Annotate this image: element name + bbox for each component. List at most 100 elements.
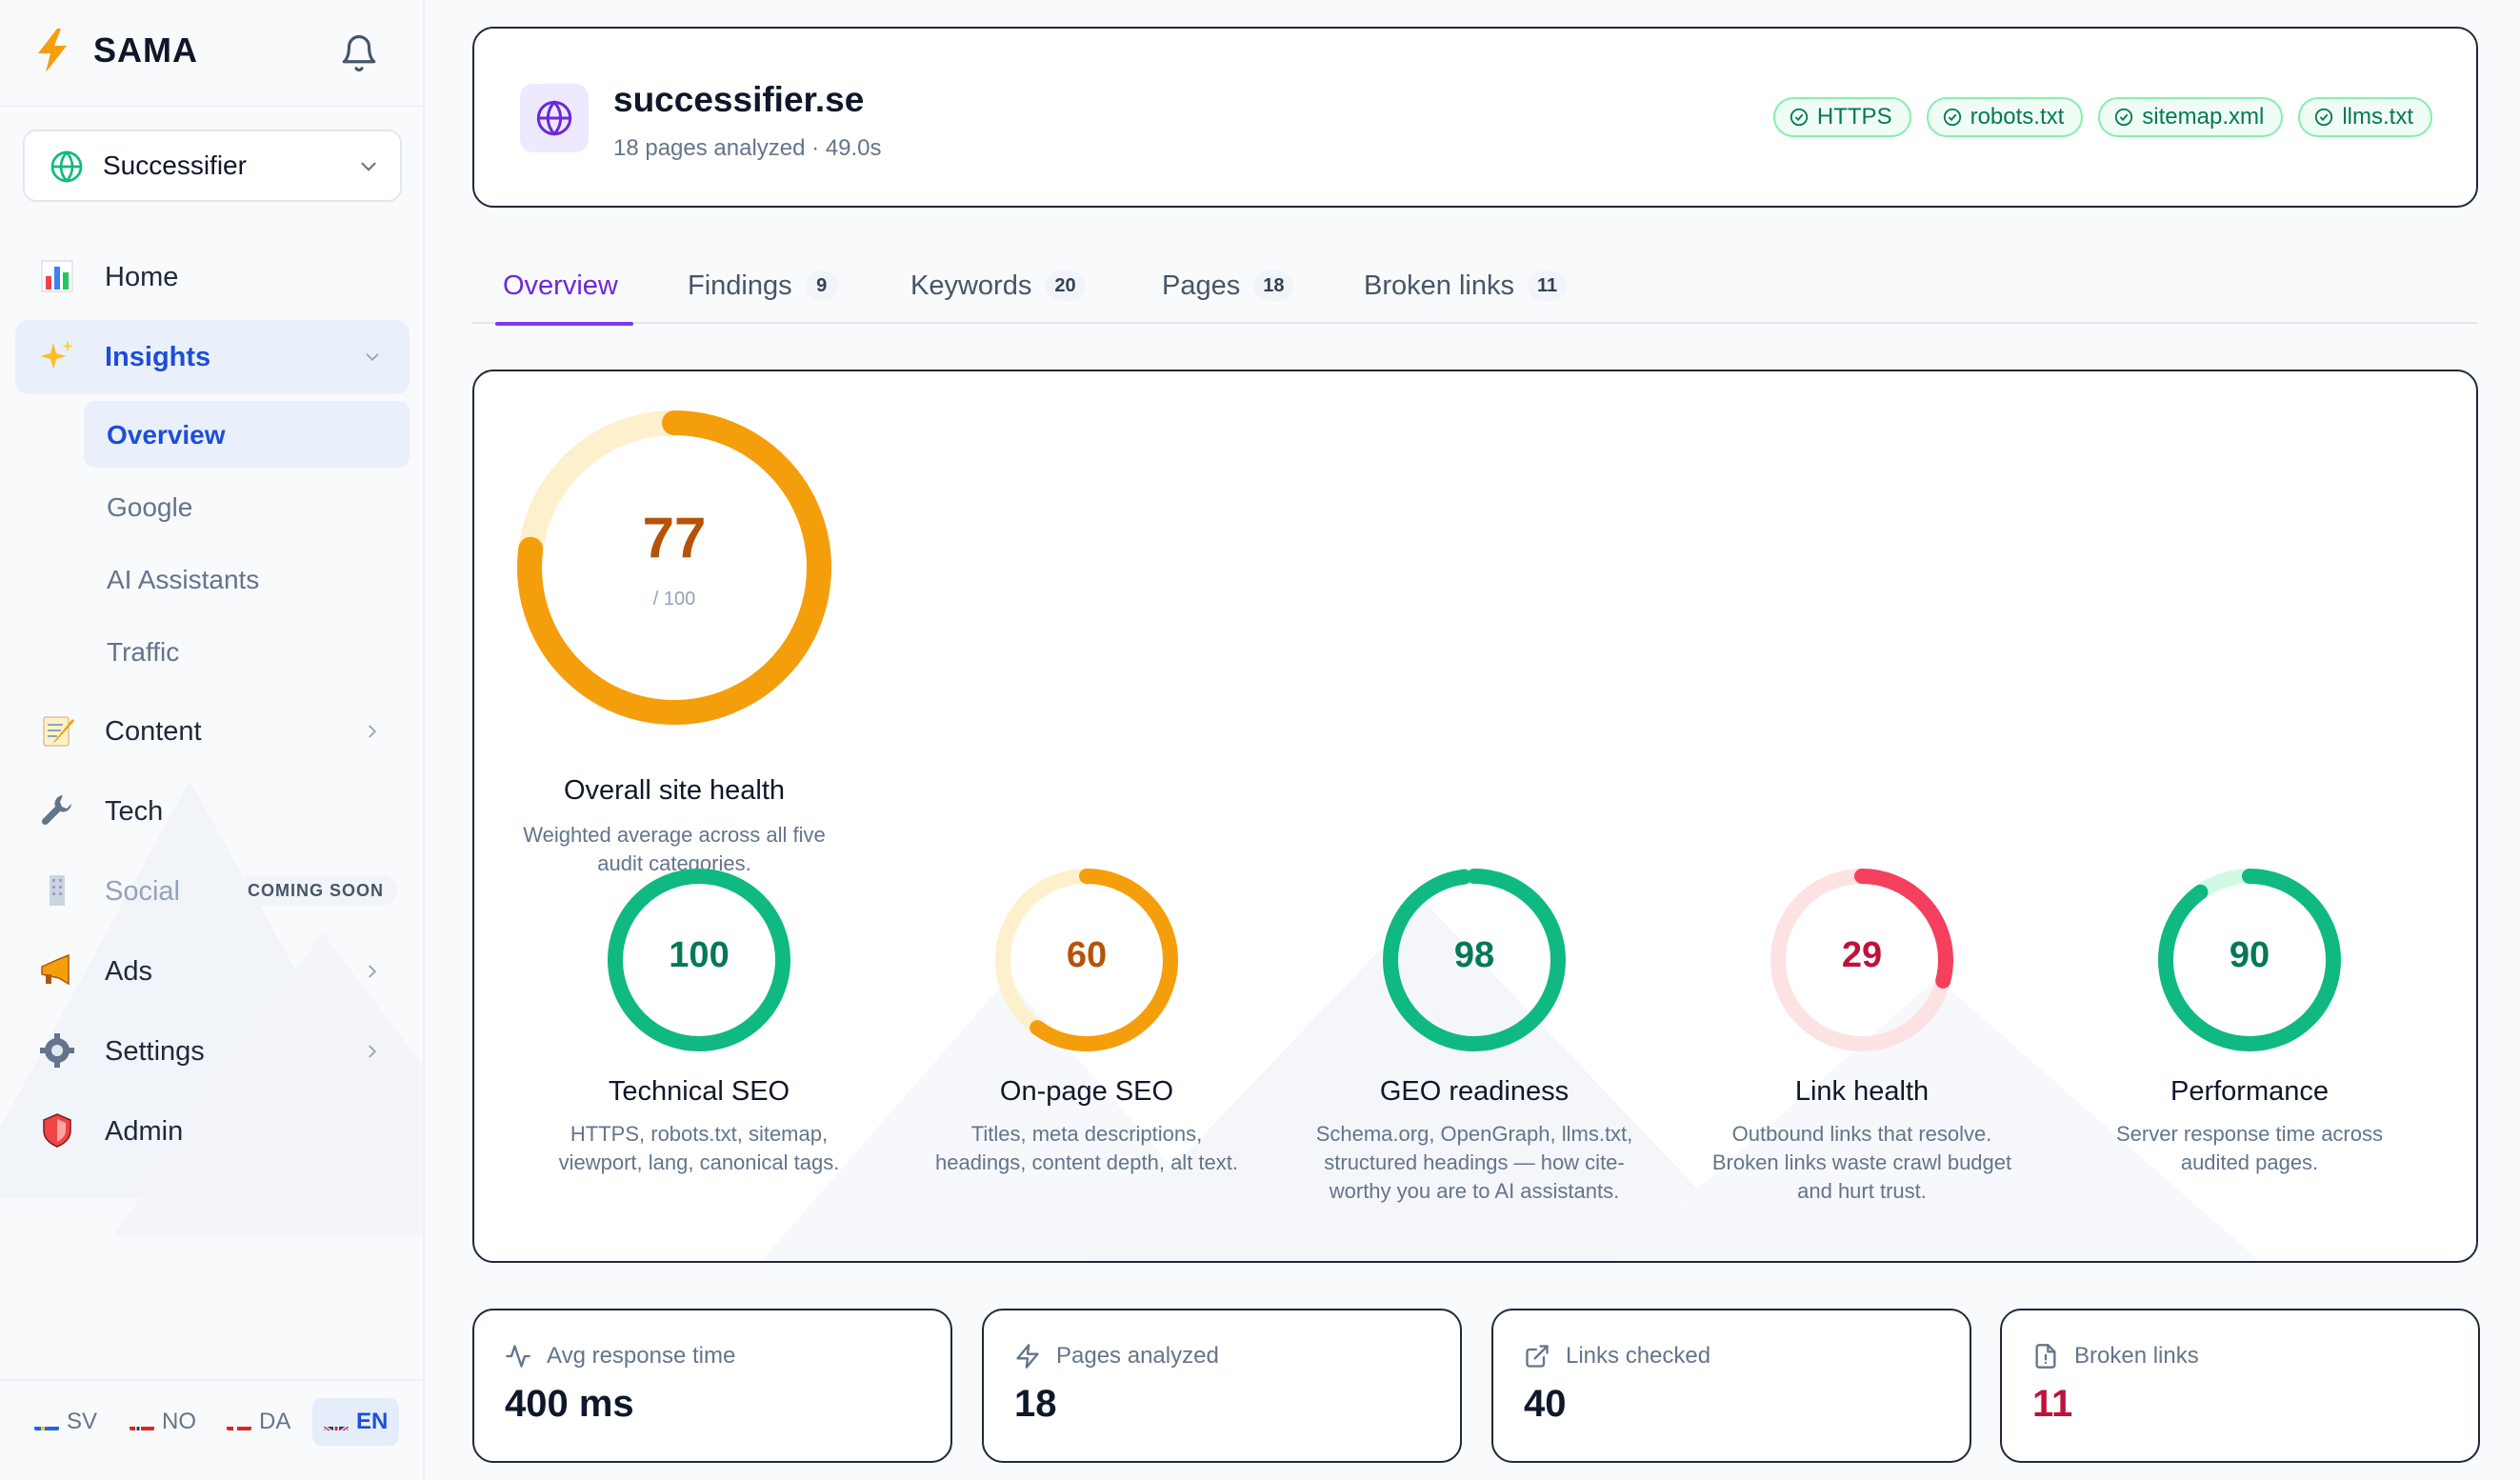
tab-overview[interactable]: Overview (495, 270, 633, 326)
tab-findings[interactable]: Findings 9 (688, 270, 838, 324)
badge-label: sitemap.xml (2142, 104, 2265, 130)
sidebar-item-label: Social (105, 876, 180, 907)
uk-flag-icon (324, 1413, 349, 1430)
sidebar-item-label: Settings (105, 1036, 205, 1067)
category-gauge: 60 On-page SEO Titles, meta descriptions, h… (906, 865, 1268, 1236)
sidebar-item-content[interactable]: Content (15, 694, 410, 769)
category-title: Link health (1794, 1076, 1930, 1107)
sidebar-item-settings[interactable]: Settings (15, 1014, 410, 1089)
workspace-selector[interactable]: Successifier (23, 130, 402, 202)
category-ring-progress (995, 869, 1178, 1051)
category-score-ring (608, 869, 790, 1051)
category-description-line: structured headings — how cite- (1324, 1150, 1625, 1174)
sidebar-item-insights[interactable]: Insights (15, 320, 410, 394)
category-score-value: 29 (1841, 935, 1883, 975)
category-score-ring (2158, 869, 2341, 1051)
sidebar-item-admin[interactable]: Admin (15, 1094, 410, 1169)
tab-label: Overview (503, 270, 618, 301)
app-name: SAMA (93, 30, 198, 70)
tab-broken-links[interactable]: Broken links 11 (1364, 270, 1568, 324)
tab-pages[interactable]: Pages 18 (1162, 270, 1294, 324)
tab-count: 20 (1045, 270, 1086, 301)
overall-score-max: / 100 (652, 589, 696, 610)
language-da[interactable]: DA (215, 1398, 302, 1446)
building-icon (50, 875, 65, 906)
category-ring-progress (2158, 869, 2341, 1051)
lightning-logo-icon (38, 29, 67, 72)
denmark-flag-icon (227, 1413, 251, 1430)
bar-chart-icon (41, 260, 73, 292)
zap-icon (1016, 1344, 1039, 1369)
category-ring-progress (1770, 869, 1953, 1051)
metric-links-checked: Links checked 40 (1491, 1309, 1971, 1463)
wrench-icon (41, 795, 71, 826)
norway-flag-icon (130, 1413, 154, 1430)
health-scores-card: 77 / 100 Overall site health Weighted av… (472, 370, 2478, 1263)
overall-description: Weighted average across all five audit c… (512, 821, 836, 878)
language-code: NO (162, 1409, 196, 1434)
category-gauge: 98 GEO readiness Schema.org, OpenGraph, ll… (1293, 865, 1655, 1236)
activity-icon (506, 1345, 530, 1368)
tab-count: 9 (805, 270, 838, 301)
sidebar-subitem-google[interactable]: Google (107, 492, 193, 522)
sidebar-item-tech[interactable]: Tech (15, 774, 410, 849)
category-gauge: 90 Performance Server response time across… (2069, 865, 2430, 1236)
language-code: EN (356, 1409, 389, 1434)
sparkles-icon (40, 340, 73, 370)
language-no[interactable]: NO (118, 1398, 208, 1446)
badge-llms: llms.txt (2298, 97, 2432, 137)
sidebar-subitem-ai-assistants[interactable]: AI Assistants (107, 565, 260, 594)
brand-header: SAMA (0, 0, 423, 107)
site-domain: successifier.se (613, 80, 865, 119)
sidebar-subitem-traffic[interactable]: Traffic (107, 637, 180, 667)
category-description-line: Outbound links that resolve. (1731, 1122, 1992, 1146)
sidebar-item-label: Tech (105, 796, 164, 827)
metric-value: 11 (2032, 1383, 2073, 1425)
coming-soon-badge: COMING SOON (234, 875, 398, 906)
check-circle-icon (2315, 108, 2333, 127)
language-sv[interactable]: SV (23, 1398, 109, 1446)
category-title: GEO readiness (1379, 1076, 1570, 1107)
category-description-line: HTTPS, robots.txt, sitemap, (570, 1122, 829, 1146)
category-score-value: 60 (1066, 935, 1108, 975)
tab-label: Findings (688, 270, 792, 301)
check-circle-icon (2115, 108, 2133, 127)
sidebar-item-ads[interactable]: Ads (15, 934, 410, 1009)
sidebar-item-label: Admin (105, 1116, 184, 1147)
language-en[interactable]: EN (312, 1398, 400, 1446)
metric-label: Broken links (2074, 1343, 2199, 1369)
tab-label: Pages (1162, 270, 1241, 301)
site-summary-card: successifier.se 18 pages analyzed · 49.0… (472, 27, 2478, 208)
workspace-name: Successifier (103, 150, 247, 180)
category-description-line: Titles, meta descriptions, (970, 1122, 1203, 1146)
category-gauge: 29 Link health Outbound links that resolve… (1681, 865, 2043, 1236)
site-analysis-summary: 18 pages analyzed · 49.0s (613, 135, 882, 161)
category-description-line: audited pages. (2180, 1150, 2319, 1174)
globe-icon (50, 150, 83, 183)
tab-label: Broken links (1364, 270, 1514, 301)
category-ring-progress (608, 869, 790, 1051)
metric-avg-response-time: Avg response time 400 ms (472, 1309, 952, 1463)
metric-label: Avg response time (547, 1343, 736, 1369)
category-score-value: 90 (2229, 935, 2270, 975)
category-description-line: and hurt trust. (1797, 1179, 1927, 1203)
category-description: Outbound links that resolve. Broken links… (1681, 1120, 2043, 1206)
chevron-down-icon (366, 353, 379, 362)
tab-keywords[interactable]: Keywords 20 (910, 270, 1086, 324)
metric-label: Links checked (1566, 1343, 1711, 1369)
metric-pages-analyzed: Pages analyzed 18 (982, 1309, 1462, 1463)
gear-icon (40, 1033, 74, 1068)
tab-label: Keywords (910, 270, 1032, 301)
bell-icon[interactable] (339, 32, 379, 74)
category-score-value: 100 (669, 935, 730, 975)
category-description: Titles, meta descriptions, headings, cont… (906, 1120, 1268, 1177)
category-description: HTTPS, robots.txt, sitemap, viewport, lan… (518, 1120, 880, 1177)
sidebar-subitem-overview[interactable]: Overview (84, 401, 410, 468)
megaphone-icon (41, 953, 70, 986)
shield-icon (43, 1113, 71, 1148)
category-ring-progress (1383, 869, 1566, 1051)
sidebar-item-home[interactable]: Home (15, 240, 410, 314)
tab-count: 11 (1527, 270, 1568, 301)
overall-title: Overall site health (563, 775, 786, 806)
category-description-line: Broken links waste crawl budget (1711, 1150, 2012, 1174)
